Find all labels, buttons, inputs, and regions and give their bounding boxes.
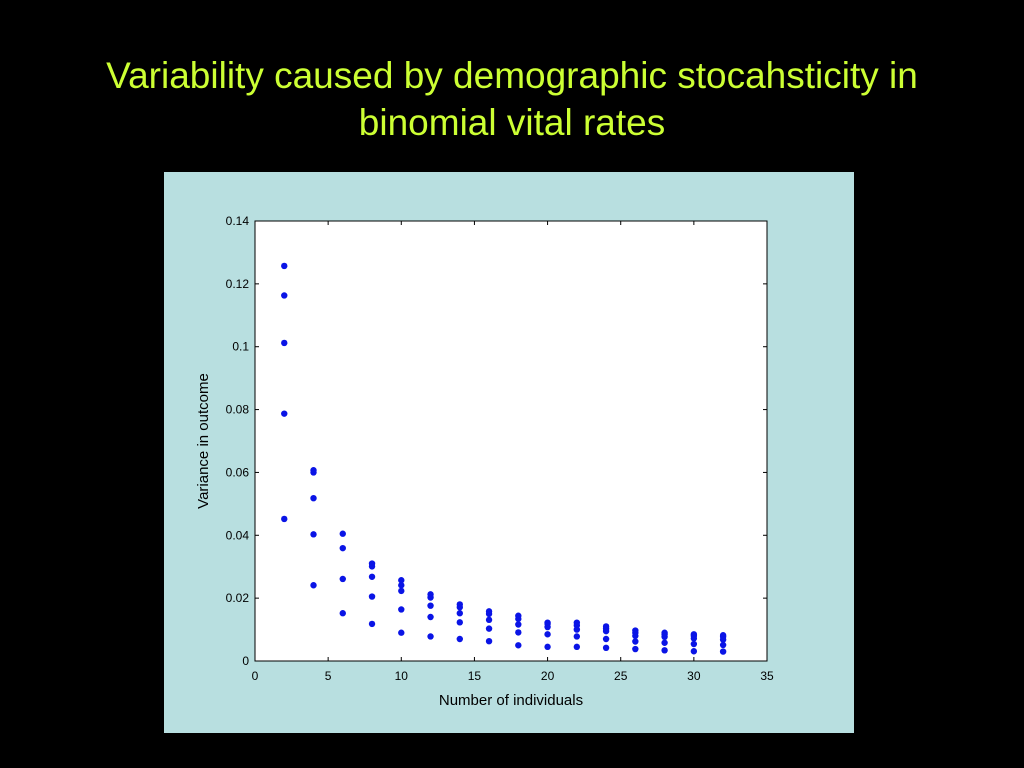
x-tick-label: 30: [687, 669, 701, 683]
x-axis-label: Number of individuals: [439, 692, 583, 709]
data-point: [398, 582, 405, 589]
slide-title-line-2: binomial vital rates: [358, 102, 666, 143]
data-point: [485, 610, 493, 618]
data-point: [544, 631, 551, 638]
y-tick-label: 0.06: [226, 465, 250, 479]
x-tick-label: 10: [395, 669, 409, 683]
y-tick-label: 0.14: [226, 214, 250, 228]
data-point: [339, 530, 346, 537]
figure-panel: 0 5 10 15 20 25 30 35 0 0.02 0.04 0.06 0.08 0.1 0.12 0.…: [164, 172, 854, 733]
data-point: [398, 577, 405, 584]
data-point: [690, 648, 698, 655]
scatter-plot: 0 5 10 15 20 25 30 35 0 0.02 0.04 0.06 0.08 0.1 0.12 0.…: [195, 214, 774, 709]
data-point: [573, 643, 581, 651]
data-point: [632, 638, 639, 645]
slide-title: Variability caused by demographic stocah…: [40, 52, 984, 146]
x-tick-label: 15: [468, 669, 482, 683]
y-axis-label: Variance in outcome: [195, 373, 212, 509]
data-point: [690, 640, 698, 648]
y-tick-label: 0: [242, 654, 249, 668]
data-point: [368, 563, 376, 570]
y-tick-label: 0.04: [226, 528, 250, 542]
data-point: [602, 635, 610, 643]
data-point: [485, 638, 493, 645]
data-point: [719, 636, 727, 643]
plot-area: [254, 220, 768, 662]
x-tick-label: 0: [252, 669, 259, 683]
data-point: [368, 620, 376, 628]
data-point: [339, 610, 346, 617]
data-point: [632, 632, 639, 640]
data-point: [281, 339, 288, 347]
data-point: [427, 633, 434, 640]
slide-title-line-1: Variability caused by demographic stocah…: [106, 55, 918, 96]
data-point: [719, 648, 727, 655]
x-tick-label: 5: [325, 669, 332, 683]
x-tick-label: 25: [614, 669, 628, 683]
data-point: [602, 627, 610, 635]
data-point: [544, 623, 551, 631]
data-point: [427, 602, 434, 609]
data-point: [661, 639, 668, 646]
y-tick-label: 0.12: [226, 277, 250, 291]
data-point: [456, 635, 463, 643]
data-point: [515, 642, 522, 649]
data-point: [310, 582, 317, 589]
data-point: [281, 410, 288, 417]
data-point: [310, 469, 317, 476]
data-point: [310, 495, 317, 502]
data-point: [719, 641, 727, 649]
data-point: [456, 604, 463, 611]
data-point: [456, 619, 463, 626]
data-point: [544, 643, 551, 651]
data-point: [485, 625, 493, 632]
axis-ticks: 0 5 10 15 20 25 30 35 0 0.02 0.04 0.06 0.08 0.1 0.12 0.…: [226, 214, 774, 683]
data-point: [515, 621, 522, 628]
data-point: [281, 262, 288, 270]
y-tick-label: 0.1: [232, 340, 249, 354]
data-point: [573, 626, 581, 633]
data-point: [661, 647, 668, 654]
data-point: [281, 292, 288, 299]
data-point: [456, 610, 463, 617]
x-tick-label: 20: [541, 669, 555, 683]
data-point: [398, 587, 405, 595]
y-tick-label: 0.08: [226, 403, 250, 417]
data-point: [573, 633, 581, 640]
data-points: [281, 262, 727, 655]
data-point: [602, 644, 610, 651]
data-point: [339, 575, 346, 583]
data-point: [427, 613, 434, 621]
x-tick-label: 35: [760, 669, 774, 683]
data-point: [632, 645, 639, 653]
data-point: [310, 531, 317, 538]
data-point: [515, 615, 522, 623]
data-point: [515, 629, 522, 636]
y-tick-label: 0.02: [226, 591, 250, 605]
data-point: [368, 593, 376, 600]
data-point: [485, 616, 493, 624]
data-point: [368, 573, 376, 580]
data-point: [281, 515, 288, 523]
data-point: [690, 635, 698, 642]
data-point: [427, 594, 434, 601]
data-point: [661, 633, 668, 640]
data-point: [339, 544, 346, 552]
data-point: [398, 629, 405, 636]
data-point: [398, 606, 405, 613]
